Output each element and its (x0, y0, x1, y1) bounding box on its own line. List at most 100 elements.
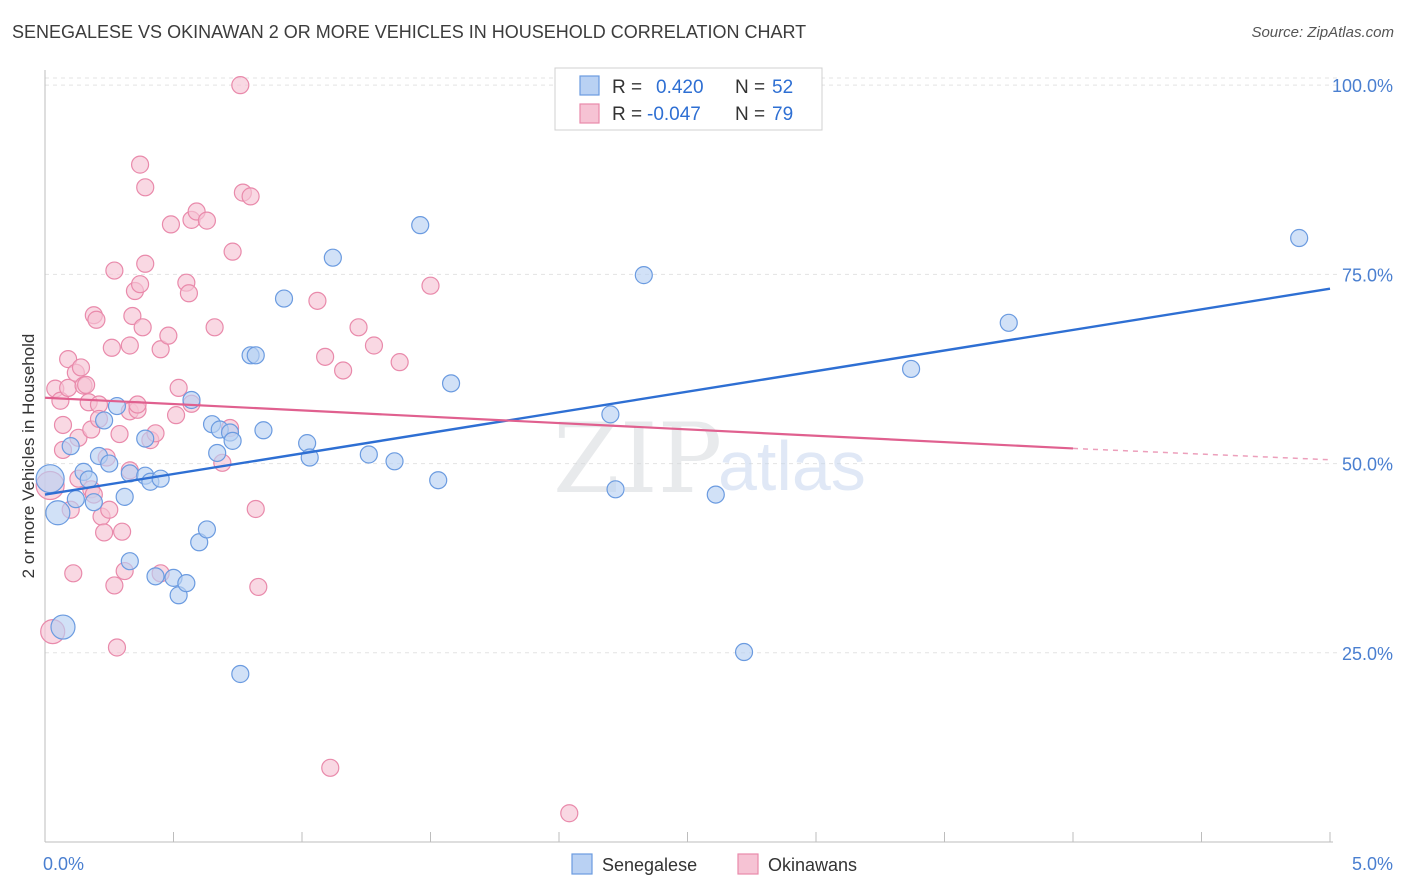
legend-n-value-2: 79 (772, 104, 793, 125)
senegalese-point (100, 454, 119, 473)
senegalese-point (441, 374, 461, 393)
axes (44, 70, 1333, 843)
trend-lines (44, 287, 1331, 496)
okinawans-point (102, 338, 121, 357)
okinawans-point (159, 326, 178, 345)
chart-title: SENEGALESE VS OKINAWAN 2 OR MORE VEHICLE… (12, 22, 807, 42)
okinawans-point (64, 564, 83, 583)
okinawans-point (53, 415, 73, 435)
senegalese-point (385, 452, 404, 471)
senegalese-point (136, 429, 155, 448)
x-tick-label-min: 0.0% (43, 854, 84, 874)
bottom-legend: Senegalese Okinawans (571, 853, 857, 875)
okinawans-point (136, 178, 155, 197)
legend-r-label-1: R = (612, 77, 642, 98)
okinawans-point (205, 318, 224, 337)
okinawans-point (169, 378, 188, 397)
senegalese-point (223, 431, 242, 450)
grid-lines (45, 77, 1338, 654)
source-label: Source: ZipAtlas.com (1251, 24, 1394, 41)
senegalese-point (151, 469, 170, 488)
okinawans-point (107, 638, 127, 657)
senegalese-point (231, 664, 250, 684)
senegalese-point (254, 421, 273, 440)
okinawans-point (151, 340, 170, 359)
senegalese-point (606, 480, 625, 499)
okinawans-point (231, 76, 250, 95)
senegalese-point (359, 445, 378, 464)
okinawans-point (128, 395, 147, 414)
okinawans-point (249, 577, 268, 597)
okinawans-point (179, 284, 199, 303)
x-tick-label-max: 5.0% (1352, 854, 1393, 874)
legend-n-label-1: N = (735, 77, 765, 98)
senegalese-point (429, 471, 448, 490)
senegalese-point (197, 520, 217, 539)
y-tick-label: 50.0% (1342, 455, 1393, 475)
senegalese-point (79, 470, 98, 489)
senegalese-point (120, 552, 139, 571)
legend-r-value-1: 0.420 (656, 77, 704, 98)
senegalese-points (35, 216, 1309, 684)
y-tick-label: 100.0% (1332, 76, 1393, 96)
okinawans-point (130, 155, 150, 174)
okinawans-point (308, 291, 327, 310)
senegalese-point (208, 443, 227, 463)
bottom-legend-swatch-senegalese (571, 853, 593, 875)
okinawans-point (390, 353, 409, 372)
senegalese-point (734, 642, 754, 662)
senegalese-point (50, 614, 76, 640)
y-tick-label: 25.0% (1342, 644, 1393, 664)
legend-n-value-1: 52 (772, 77, 793, 98)
senegalese-trend-line (44, 287, 1331, 496)
okinawans-point (223, 242, 242, 261)
watermark-zip: ZIP (553, 403, 722, 515)
okinawans-point (241, 187, 260, 206)
senegalese-point (601, 405, 620, 424)
legend-swatch-senegalese (579, 75, 600, 96)
okinawans-point (105, 576, 124, 595)
watermark: ZIP atlas (553, 403, 866, 515)
senegalese-point (61, 437, 80, 456)
senegalese-point (634, 266, 653, 285)
okinawans-point (123, 306, 142, 326)
okinawans-point (59, 350, 78, 369)
bottom-legend-swatch-okinawans (737, 853, 759, 875)
okinawans-point (421, 276, 440, 295)
senegalese-point (901, 359, 921, 379)
okinawans-point (95, 523, 114, 542)
okinawans-point (197, 211, 217, 230)
okinawans-point (71, 358, 91, 377)
okinawans-point (334, 361, 353, 380)
senegalese-point (274, 289, 294, 308)
senegalese-point (411, 216, 430, 235)
senegalese-point (1290, 228, 1309, 248)
okinawans-point (100, 500, 119, 519)
senegalese-point (66, 490, 85, 509)
legend-r-value-2: -0.047 (647, 104, 701, 125)
okinawans-point (120, 336, 139, 355)
top-legend: R = 0.420 N = 52 R = -0.047 N = 79 (554, 67, 823, 131)
bottom-legend-senegalese: Senegalese (602, 855, 697, 875)
okinawans-point (316, 347, 335, 366)
legend-swatch-okinawans (579, 103, 600, 124)
okinawans-point (130, 275, 150, 294)
senegalese-point (35, 464, 65, 494)
tick-labels: 25.0% 50.0% 75.0% 100.0% 0.0% 5.0% (43, 76, 1393, 874)
okinawans-point (105, 261, 124, 280)
okinawans-point (349, 318, 368, 337)
okinawans-trend-line (44, 396, 1074, 450)
senegalese-point (45, 500, 71, 526)
senegalese-point (84, 493, 103, 512)
bottom-legend-okinawans: Okinawans (768, 855, 857, 875)
y-tick-label: 75.0% (1342, 265, 1393, 285)
senegalese-point (246, 346, 265, 365)
senegalese-point (706, 485, 725, 504)
okinawans-point (166, 406, 186, 425)
senegalese-point (115, 487, 134, 506)
legend-n-label-2: N = (735, 104, 765, 125)
okinawans-point (136, 254, 155, 273)
okinawans-trend-extension (1072, 447, 1331, 461)
senegalese-point (999, 313, 1018, 332)
